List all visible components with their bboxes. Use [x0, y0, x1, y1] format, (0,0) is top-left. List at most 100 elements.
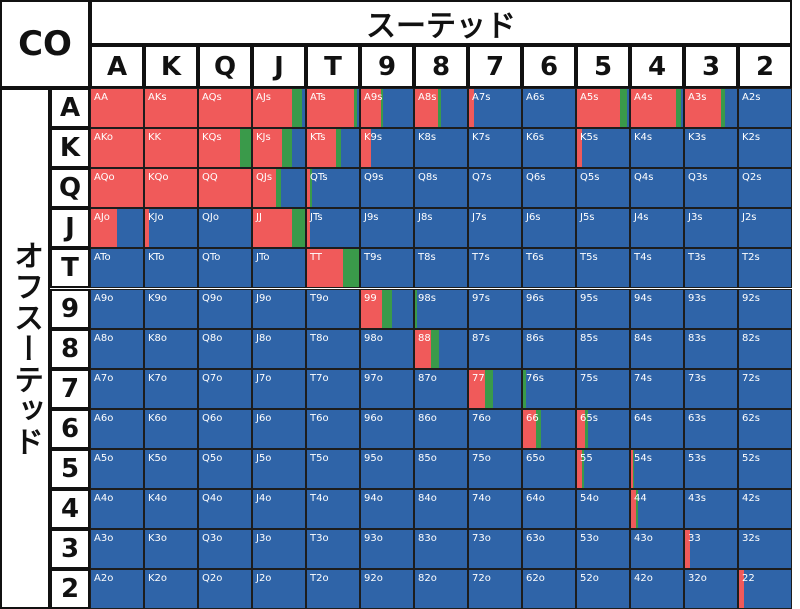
hand-label: K2o	[148, 573, 168, 585]
hand-label: J4s	[634, 212, 649, 224]
call-segment	[636, 490, 638, 529]
hand-cell-A5o: A5o	[90, 448, 144, 489]
hand-cell-J3o: J3o	[252, 529, 306, 570]
hand-label: ATo	[94, 252, 111, 264]
hand-label: 63o	[526, 533, 545, 545]
hand-cell-43o: 43o	[630, 529, 684, 570]
hand-cell-32o: 32o	[684, 569, 738, 609]
hand-cell-K6s: K6s	[522, 128, 576, 169]
hand-label: K9s	[364, 132, 383, 144]
hand-label: 76o	[472, 412, 491, 424]
hand-cell-63o: 63o	[522, 529, 576, 570]
hand-cell-K3s: K3s	[684, 128, 738, 169]
hand-label: 94o	[364, 493, 383, 504]
hand-cell-Q2o: Q2o	[198, 569, 252, 609]
hand-cell-A3s: A3s	[684, 88, 738, 129]
hand-label: A9o	[94, 292, 114, 304]
raise-segment	[91, 129, 143, 168]
hand-cell-T7s: T7s	[468, 248, 522, 289]
hand-cell-22: 22	[738, 569, 792, 609]
hand-cell-65o: 65o	[522, 448, 576, 489]
hand-cell-QJs: QJs	[252, 168, 306, 209]
hand-label: J3s	[688, 212, 703, 224]
hand-cell-J4s: J4s	[630, 208, 684, 249]
hand-label: 83s	[688, 332, 706, 344]
hand-cell-84o: 84o	[414, 489, 468, 530]
hand-cell-AA: AA	[90, 88, 144, 129]
hand-cell-86o: 86o	[414, 408, 468, 449]
hand-cell-A8s: A8s	[414, 88, 468, 129]
hand-label: 96o	[364, 412, 383, 424]
hand-cell-J5o: J5o	[252, 448, 306, 489]
hand-label: J9o	[256, 292, 272, 304]
raise-segment	[577, 129, 582, 168]
hand-cell-QQ: QQ	[198, 168, 252, 209]
hand-label: T6o	[310, 412, 329, 424]
hand-label: 92s	[742, 292, 760, 304]
hand-cell-A2o: A2o	[90, 569, 144, 609]
hand-cell-K3o: K3o	[144, 529, 198, 570]
hand-cell-75s: 75s	[576, 368, 630, 409]
hand-cell-52s: 52s	[738, 448, 792, 489]
hand-label: J8s	[418, 212, 433, 224]
hand-cell-98o: 98o	[360, 328, 414, 369]
raise-segment	[199, 169, 251, 208]
hand-cell-J2s: J2s	[738, 208, 792, 249]
hand-label: 32o	[688, 573, 707, 585]
hand-label: KQo	[148, 172, 169, 184]
hand-cell-KQs: KQs	[198, 128, 252, 169]
hand-cell-75o: 75o	[468, 448, 522, 489]
row-rank-K: K	[50, 128, 90, 169]
hand-label: 85o	[418, 452, 437, 464]
hand-label: A5s	[580, 92, 599, 103]
hand-cell-J7o: J7o	[252, 368, 306, 409]
hand-label: J3o	[256, 533, 272, 545]
hand-label: T7o	[310, 372, 329, 384]
hand-cell-J8o: J8o	[252, 328, 306, 369]
raise-segment	[145, 89, 197, 128]
hand-cell-64o: 64o	[522, 489, 576, 530]
call-segment	[415, 289, 417, 328]
hand-label: K2s	[742, 132, 761, 144]
call-segment	[292, 89, 302, 128]
hand-label: ATs	[310, 92, 326, 103]
hand-label: K8o	[148, 332, 168, 344]
hand-label: K9o	[148, 292, 168, 304]
hand-cell-A3o: A3o	[90, 529, 144, 570]
hand-label: 42s	[742, 493, 760, 504]
call-segment	[343, 249, 359, 288]
hand-label: 64s	[634, 412, 652, 424]
call-segment	[382, 289, 392, 328]
hand-label: QJs	[256, 172, 273, 184]
hand-label: 75s	[580, 372, 598, 384]
hand-cell-Q9o: Q9o	[198, 288, 252, 329]
column-rank-T: T	[306, 45, 360, 88]
raise-segment	[361, 89, 381, 128]
hand-cell-T9o: T9o	[306, 288, 360, 329]
raise-segment	[361, 289, 382, 328]
hand-cell-42s: 42s	[738, 489, 792, 530]
hand-label: QTs	[310, 172, 328, 184]
column-rank-Q: Q	[198, 45, 252, 88]
hand-label: 85s	[580, 332, 598, 344]
raise-segment	[307, 209, 310, 248]
hand-cell-TT: TT	[306, 248, 360, 289]
hand-label: 97o	[364, 372, 383, 384]
hand-label: KTo	[148, 252, 165, 264]
raise-segment	[469, 369, 485, 408]
hand-cell-QJo: QJo	[198, 208, 252, 249]
hand-label: A9s	[364, 92, 383, 103]
hand-label: J7s	[472, 212, 487, 224]
position-label: CO	[0, 0, 90, 88]
hand-cell-82s: 82s	[738, 328, 792, 369]
hand-cell-64s: 64s	[630, 408, 684, 449]
call-segment	[240, 129, 251, 168]
hand-cell-Q8s: Q8s	[414, 168, 468, 209]
hand-label: Q5o	[202, 452, 223, 464]
hand-cell-J6o: J6o	[252, 408, 306, 449]
hand-label: A2o	[94, 573, 114, 585]
raise-segment	[145, 169, 197, 208]
hand-label: 72o	[472, 573, 491, 585]
hand-label: A7o	[94, 372, 114, 384]
hand-label: 95s	[580, 292, 598, 304]
